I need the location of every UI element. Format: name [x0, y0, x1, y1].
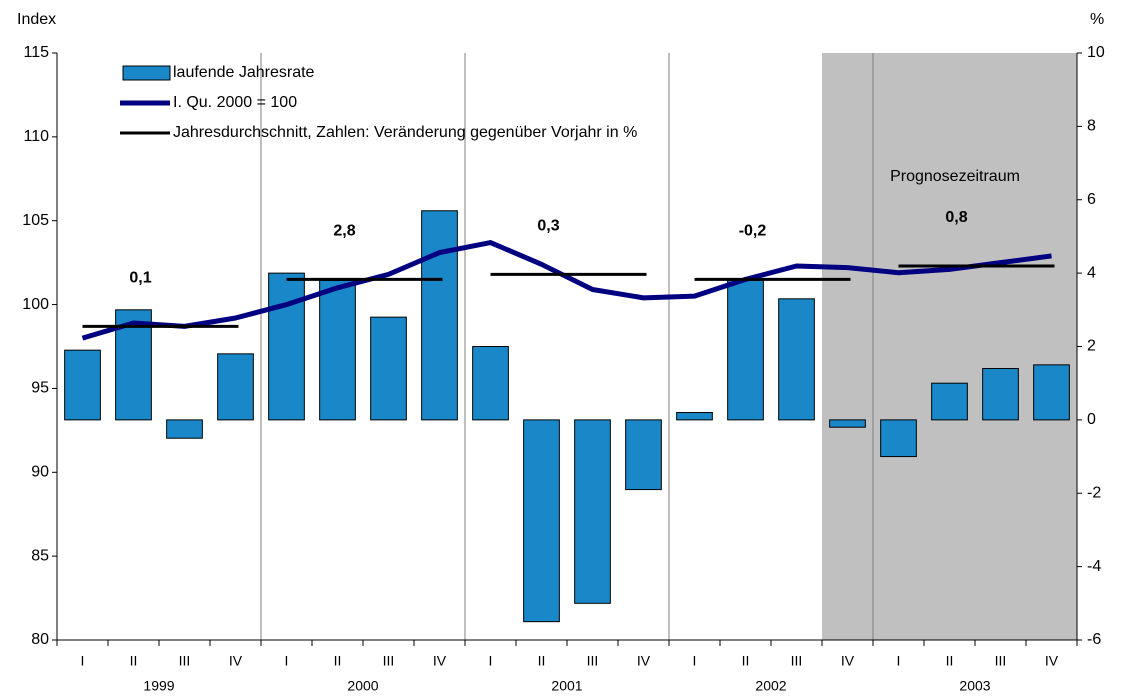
x-tick-label: III [179, 653, 191, 669]
x-group-label: 2000 [347, 678, 378, 694]
annual-change-label: 0,3 [537, 218, 559, 235]
y2-tick-label: 8 [1087, 118, 1096, 135]
bar [880, 419, 917, 458]
y2-tick-label: -4 [1087, 558, 1101, 575]
y-tick-label: 95 [31, 380, 49, 397]
bar [421, 210, 458, 421]
y-tick-label: 90 [31, 464, 49, 481]
bar [1033, 364, 1070, 421]
x-tick-label: I [897, 653, 901, 669]
x-tick-label: III [587, 653, 599, 669]
bar [931, 382, 968, 421]
y2-tick-label: -2 [1087, 484, 1101, 501]
annual-change-label: -0,2 [739, 223, 767, 240]
y-axis-label: Index [17, 11, 56, 28]
bar [676, 412, 713, 421]
legend-swatch [122, 65, 171, 81]
x-tick-label: IV [433, 653, 447, 669]
y2-axis-label: % [1090, 11, 1104, 28]
x-tick-label: IV [637, 653, 651, 669]
bar [829, 419, 866, 428]
y-tick-label: 80 [31, 631, 49, 648]
y-tick-label: 85 [31, 547, 49, 564]
forecast-shade [822, 53, 1077, 640]
x-tick-label: III [791, 653, 803, 669]
index-line [81, 240, 1052, 341]
bar [319, 279, 356, 421]
annual-change-label: 0,1 [129, 270, 151, 287]
bar [574, 419, 611, 604]
legend-label: laufende Jahresrate [173, 64, 315, 81]
bar [166, 419, 203, 439]
x-tick-label: II [946, 653, 954, 669]
bar [217, 353, 254, 421]
annual-change-label: 2,8 [333, 223, 355, 240]
y2-tick-label: 0 [1087, 411, 1096, 428]
bar [523, 419, 560, 623]
annual-change-label: 0,8 [945, 209, 967, 226]
x-tick-label: I [693, 653, 697, 669]
x-group-label: 2003 [959, 678, 990, 694]
annotation: Prognosezeitraum [890, 168, 1020, 185]
legend-label: Jahresdurchschnitt, Zahlen: Veränderung … [173, 124, 637, 141]
y2-tick-label: 10 [1087, 44, 1105, 61]
bar [727, 279, 764, 421]
bar [778, 298, 815, 421]
x-tick-label: II [742, 653, 750, 669]
x-tick-label: IV [229, 653, 243, 669]
bar [982, 368, 1019, 421]
bar [370, 316, 407, 421]
x-group-label: 1999 [143, 678, 174, 694]
x-tick-label: II [334, 653, 342, 669]
x-tick-label: III [995, 653, 1007, 669]
legend-label: I. Qu. 2000 = 100 [173, 94, 297, 111]
y-tick-label: 100 [22, 296, 49, 313]
x-group-label: 2001 [551, 678, 582, 694]
y2-tick-label: 4 [1087, 264, 1096, 281]
x-tick-label: II [538, 653, 546, 669]
x-tick-label: III [383, 653, 395, 669]
x-tick-label: I [285, 653, 289, 669]
y-tick-label: 115 [23, 44, 49, 61]
x-tick-label: I [489, 653, 493, 669]
y2-tick-label: 2 [1087, 338, 1096, 355]
bar [268, 272, 305, 421]
y2-tick-label: 6 [1087, 191, 1096, 208]
bar [472, 346, 509, 421]
bar [625, 419, 662, 491]
y2-tick-label: -6 [1087, 631, 1101, 648]
y-tick-label: 105 [22, 212, 49, 229]
x-group-label: 2002 [755, 678, 786, 694]
x-tick-label: I [81, 653, 85, 669]
x-tick-label: IV [841, 653, 855, 669]
x-tick-label: II [130, 653, 138, 669]
y-tick-label: 110 [23, 128, 49, 145]
bar [64, 349, 101, 421]
x-tick-label: IV [1045, 653, 1059, 669]
